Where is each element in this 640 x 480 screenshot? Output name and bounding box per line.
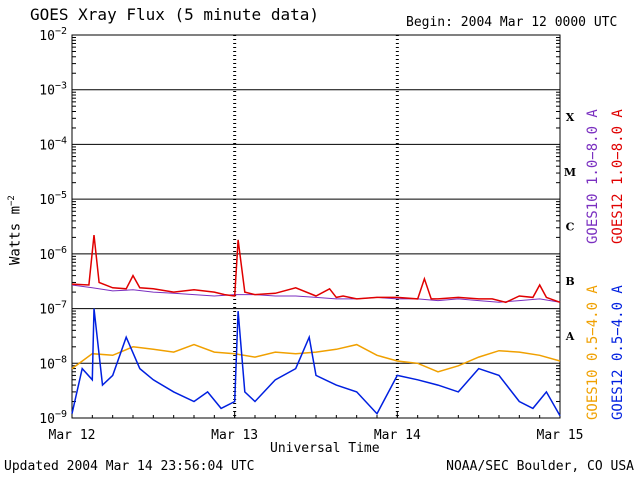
flare-class-label: M: [564, 166, 576, 179]
flare-class-label: X: [566, 111, 575, 124]
y-tick-label: 10−3: [39, 81, 67, 99]
series-line-goes12-short: [71, 308, 561, 417]
y-axis-label-exponent: −2: [7, 195, 17, 206]
legend-goes12-long: GOES12 1.0−8.0 A: [610, 109, 626, 244]
chart-title: GOES Xray Flux (5 minute data): [30, 5, 319, 24]
y-axis-label-text: Watts m: [7, 205, 24, 265]
x-axis-label: Universal Time: [270, 441, 380, 456]
series-line-goes10-short: [71, 343, 561, 373]
y-tick-label: 10−7: [39, 300, 67, 318]
legend-goes12-short: GOES12 0.5−4.0 A: [610, 285, 626, 420]
begin-timestamp: Begin: 2004 Mar 12 0000 UTC: [406, 15, 618, 30]
y-tick-label: 10−8: [39, 354, 67, 372]
series-line-goes10-long: [71, 284, 561, 303]
y-tick-label: 10−5: [39, 190, 67, 208]
x-tick-label: Mar 13: [211, 428, 258, 443]
x-tick-label: Mar 15: [537, 428, 584, 443]
plot-frame: [71, 34, 561, 419]
flare-class-label: B: [565, 275, 574, 288]
flare-class-label: A: [565, 330, 575, 343]
y-tick-label: 10−2: [39, 26, 67, 44]
y-tick-label: 10−4: [39, 135, 67, 153]
y-axis-label: Watts m−2: [7, 195, 24, 265]
x-tick-label: Mar 14: [374, 428, 421, 443]
legend-goes10-long: GOES10 1.0−8.0 A: [585, 109, 601, 244]
y-tick-label: 10−6: [39, 245, 67, 263]
series-line-goes12-long: [71, 235, 561, 304]
updated-timestamp: Updated 2004 Mar 14 23:56:04 UTC: [4, 459, 255, 474]
legend-goes10-short: GOES10 0.5−4.0 A: [585, 285, 601, 420]
y-tick-label: 10−9: [39, 409, 67, 427]
source-credit: NOAA/SEC Boulder, CO USA: [446, 459, 634, 474]
x-tick-label: Mar 12: [49, 428, 96, 443]
flare-class-label: C: [566, 221, 575, 234]
